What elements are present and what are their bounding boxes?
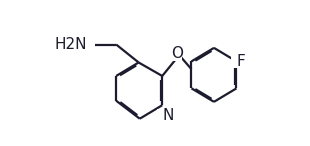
FancyBboxPatch shape	[157, 109, 167, 122]
FancyBboxPatch shape	[231, 55, 241, 68]
Text: O: O	[171, 46, 183, 61]
FancyBboxPatch shape	[79, 38, 95, 51]
FancyBboxPatch shape	[172, 47, 182, 61]
Text: N: N	[162, 108, 174, 123]
Text: F: F	[237, 54, 245, 69]
Text: H2N: H2N	[55, 37, 87, 52]
